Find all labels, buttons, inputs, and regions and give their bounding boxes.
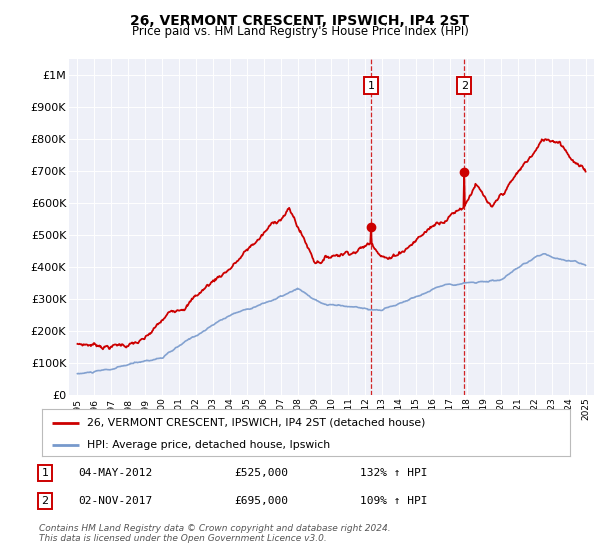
Text: £695,000: £695,000 xyxy=(234,496,288,506)
Text: 109% ↑ HPI: 109% ↑ HPI xyxy=(360,496,427,506)
Text: 1: 1 xyxy=(368,81,375,91)
Text: Contains HM Land Registry data © Crown copyright and database right 2024.
This d: Contains HM Land Registry data © Crown c… xyxy=(39,524,391,543)
Text: Price paid vs. HM Land Registry's House Price Index (HPI): Price paid vs. HM Land Registry's House … xyxy=(131,25,469,38)
Text: 2: 2 xyxy=(461,81,468,91)
Text: 132% ↑ HPI: 132% ↑ HPI xyxy=(360,468,427,478)
Text: 26, VERMONT CRESCENT, IPSWICH, IP4 2ST (detached house): 26, VERMONT CRESCENT, IPSWICH, IP4 2ST (… xyxy=(87,418,425,428)
Text: HPI: Average price, detached house, Ipswich: HPI: Average price, detached house, Ipsw… xyxy=(87,440,330,450)
Text: 04-MAY-2012: 04-MAY-2012 xyxy=(78,468,152,478)
Text: 02-NOV-2017: 02-NOV-2017 xyxy=(78,496,152,506)
Text: 26, VERMONT CRESCENT, IPSWICH, IP4 2ST: 26, VERMONT CRESCENT, IPSWICH, IP4 2ST xyxy=(131,14,470,28)
Text: 1: 1 xyxy=(41,468,49,478)
Text: 2: 2 xyxy=(41,496,49,506)
Text: £525,000: £525,000 xyxy=(234,468,288,478)
